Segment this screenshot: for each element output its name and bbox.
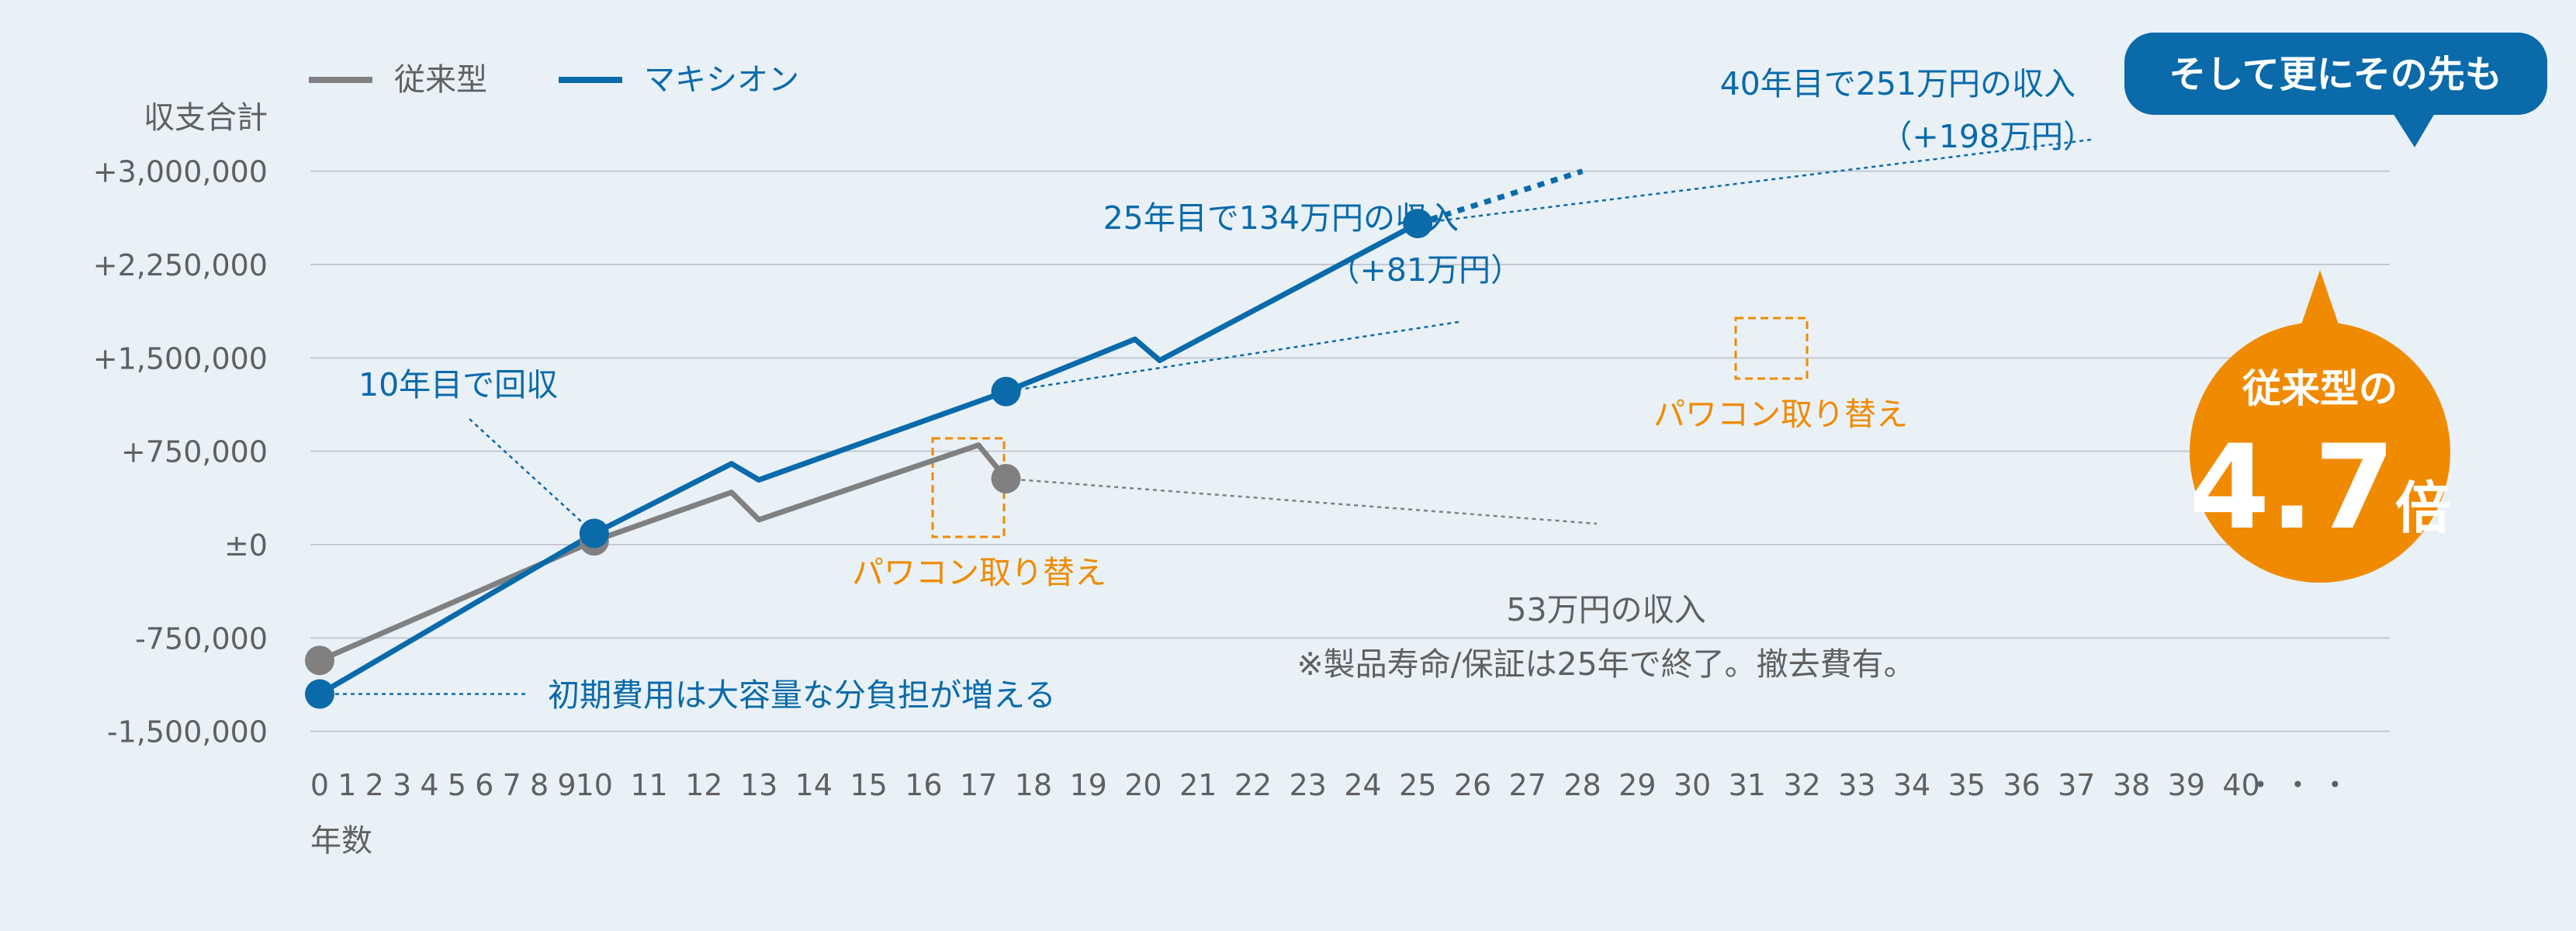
x-axis-ellipsis: ・・・ [2245,768,2357,802]
annotation-footnote: ※製品寿命/保証は25年で終了。撤去費有。 [1297,645,1915,683]
annotation-swap-30: パワコン取り替え [1653,396,1908,433]
series-point-0 [305,645,334,676]
legend: 従来型 マキシオン [309,62,799,98]
annotation-maxeon-40-line1: 40年目で251万円の収入 [1720,65,2076,102]
y-tick-label: -1,500,000 [107,715,268,749]
legend-label-maxeon: マキシオン [644,62,799,98]
x-tick-label: 7 [503,768,521,802]
x-tick-label: 1 [338,768,356,802]
annotation-conventional-income: 53万円の収入 [1506,591,1705,628]
series [305,168,1584,709]
series-point-1 [991,376,1021,407]
bubble-more [2124,33,2547,115]
y-tick-label: +1,500,000 [93,341,268,376]
x-tick-label: 40 [2222,768,2259,802]
x-tick-label: 18 [1015,768,1052,802]
x-tick-label: 9 [557,768,576,802]
bubble-more-text: そして更にその先も [2169,53,2502,96]
series-point-1 [1403,209,1433,239]
badge-pointer [2300,270,2340,329]
x-tick-label: 12 [685,768,722,802]
y-tick-label: +3,000,000 [93,155,268,189]
x-tick-label: 5 [448,768,466,802]
y-axis-title: 収支合計 [144,100,268,136]
badge-value: 4.7倍 [2189,421,2451,555]
leader-maxeon-25 [1006,320,1459,393]
badge-circle [2190,322,2450,583]
x-tick-label: 3 [393,768,411,802]
leader-conventional-income [1006,477,1598,525]
x-axis: 0 1 2 3 4 5 6 7 8 9 10 11 12 13 14 15 16 17 18 19 20 21 22 23 24… [310,768,2357,859]
x-tick-label: 33 [1838,768,1875,802]
legend-label-conventional: 従来型 [394,62,487,98]
x-tick-label: 10 [576,768,613,802]
series-point-0 [991,463,1021,493]
x-tick-label: 17 [960,768,997,802]
annotation-payback: 10年目で回収 [358,366,558,403]
annotation-maxeon-40-line2: （+198万円） [1880,118,2095,155]
x-tick-label: 8 [530,768,549,802]
x-tick-label: 21 [1179,768,1217,802]
x-tick-label: 13 [740,768,777,802]
leader-payback [469,418,595,535]
series-extension-1 [1417,168,1584,227]
x-tick-label: 0 [310,768,329,802]
annotations: 初期費用は大容量な分負担が増える10年目で回収パワコン取り替えパワコン取り替え5… [327,65,2095,714]
x-tick-label: 2 [365,768,384,802]
x-tick-label: 23 [1290,768,1327,802]
x-tick-label: 32 [1783,768,1820,802]
badge-line1: 従来型の [2242,366,2398,411]
annotation-swap-15: パワコン取り替え [852,554,1106,591]
x-tick-label: 24 [1344,768,1381,802]
x-tick-label: 30 [1674,768,1711,802]
x-tick-label: 38 [2113,768,2150,802]
badge-number: 4.7 [2189,421,2395,555]
x-tick-label: 25 [1399,768,1436,802]
x-tick-label: 31 [1729,768,1766,802]
bubble-tail [2393,113,2435,147]
series-point-1 [579,518,609,549]
series-line-1 [317,220,1421,697]
y-tick-label: ±0 [224,528,268,562]
swap-box-30 [1734,317,1809,380]
x-tick-label: 28 [1563,768,1601,802]
y-tick-label: +2,250,000 [93,248,268,282]
y-tick-label: +750,000 [121,435,268,469]
x-tick-label: 34 [1893,768,1930,802]
x-tick-label: 29 [1619,768,1656,802]
x-tick-label: 35 [1948,768,1986,802]
swap-box-15 [931,437,1006,538]
annotation-maxeon-25-line2: （+81万円） [1328,251,1522,289]
series-point-1 [305,679,334,709]
annotation-initial-cost: 初期費用は大容量な分負担が増える [548,677,1056,714]
x-tick-label: 11 [630,768,667,802]
y-axis: +3,000,000 +2,250,000 +1,500,000 +750,000 ±0… [93,100,268,749]
x-tick-label: 36 [2003,768,2040,802]
x-tick-label: 39 [2168,768,2205,802]
x-tick-label: 19 [1069,768,1106,802]
x-tick-label: 27 [1509,768,1546,802]
series-line-0 [317,442,1009,663]
gridlines [310,170,2390,732]
x-tick-label: 22 [1234,768,1272,802]
x-tick-label: 37 [2058,768,2095,802]
x-tick-label: 15 [850,768,887,802]
badge-unit: 倍 [2395,476,2451,541]
x-tick-label: 4 [420,768,438,802]
x-tick-label: 14 [795,768,833,802]
x-tick-label: 26 [1454,768,1491,802]
y-tick-label: -750,000 [135,621,268,656]
x-tick-label: 16 [905,768,942,802]
x-axis-title: 年数 [310,823,372,859]
x-tick-label: 6 [475,768,493,802]
x-tick-label: 20 [1124,768,1162,802]
